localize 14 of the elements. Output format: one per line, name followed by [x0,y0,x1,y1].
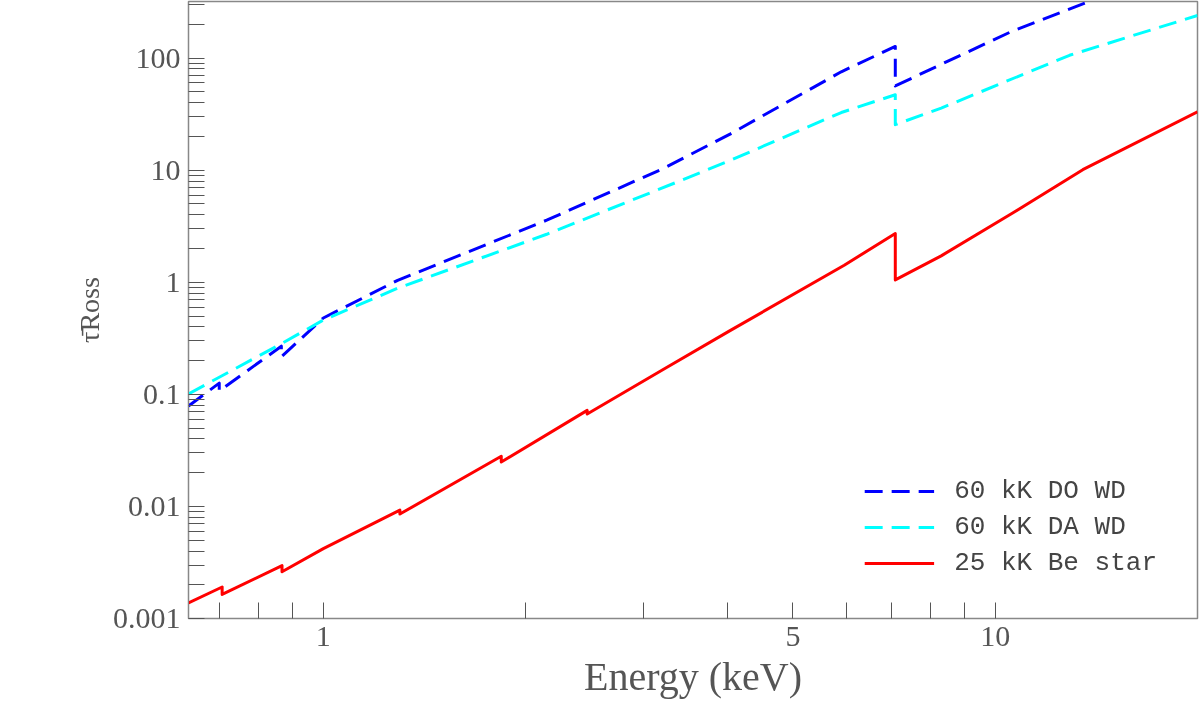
y-tick-label: 1 [165,264,181,298]
y-tick-label: 100 [135,40,181,74]
y-tick-label: 0.1 [143,376,181,410]
y-tick-label: 0.01 [128,488,181,522]
x-tick-label: 10 [980,618,1011,652]
x-tick-label: 5 [785,618,801,652]
y-axis-title: τ̄Ross [74,277,105,343]
y-tick-label: 0.001 [113,601,181,634]
x-axis-title: Energy (keV) [583,653,803,699]
y-tick-label: 10 [150,152,181,186]
x-tick-label: 1 [315,618,331,652]
legend-label: 25 kK Be star [954,548,1157,578]
legend-label: 60 kK DA WD [954,512,1126,542]
legend-label: 60 kK DO WD [954,476,1126,506]
